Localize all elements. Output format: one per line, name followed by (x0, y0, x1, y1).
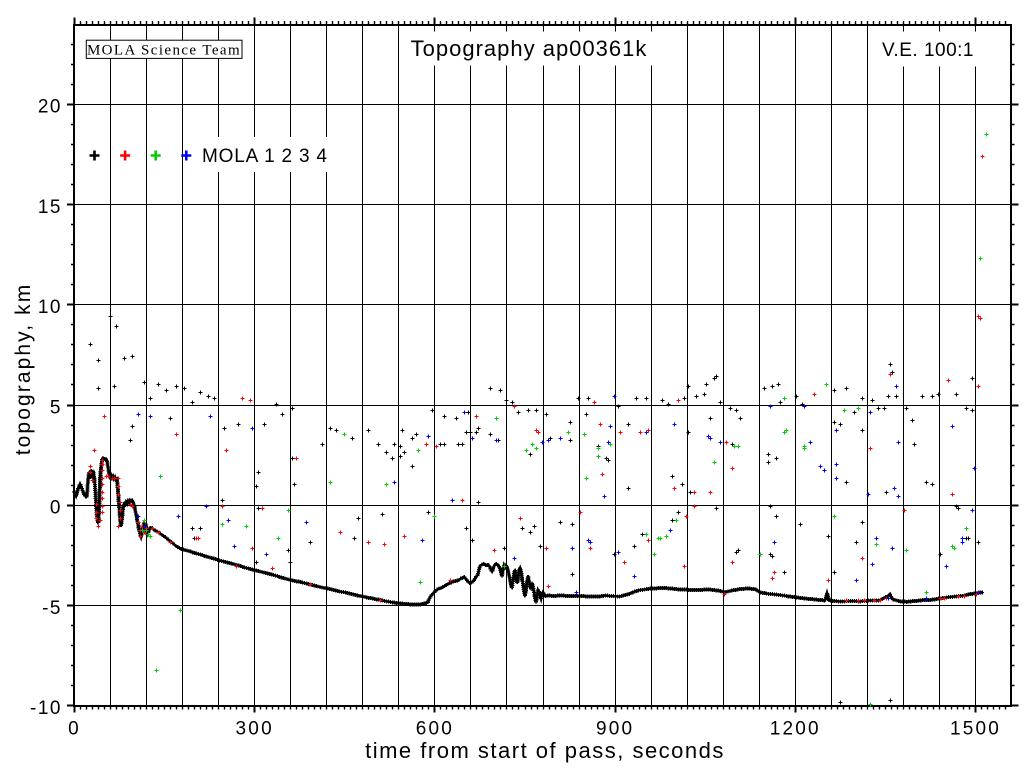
svg-text:5: 5 (50, 397, 62, 418)
svg-text:V.E. 100:1: V.E. 100:1 (882, 40, 974, 61)
svg-text:Topography ap00361k: Topography ap00361k (411, 36, 648, 61)
svg-text:topography, km: topography, km (12, 283, 35, 456)
svg-text:600: 600 (416, 719, 454, 740)
svg-text:20: 20 (38, 97, 62, 118)
svg-text:MOLA 1 2 3 4: MOLA 1 2 3 4 (202, 146, 328, 167)
svg-text:-5: -5 (42, 598, 62, 619)
svg-text:0: 0 (68, 719, 81, 740)
svg-text:300: 300 (236, 719, 274, 740)
svg-text:15: 15 (38, 197, 62, 218)
svg-text:1500: 1500 (950, 719, 1001, 740)
svg-text:MOLA Science Team: MOLA Science Team (87, 43, 241, 59)
svg-text:-10: -10 (30, 698, 62, 719)
svg-text:time from start of pass, secon: time from start of pass, seconds (365, 738, 725, 763)
svg-text:1200: 1200 (770, 719, 821, 740)
svg-text:900: 900 (596, 719, 634, 740)
svg-text:10: 10 (38, 297, 62, 318)
svg-text:0: 0 (50, 498, 62, 519)
